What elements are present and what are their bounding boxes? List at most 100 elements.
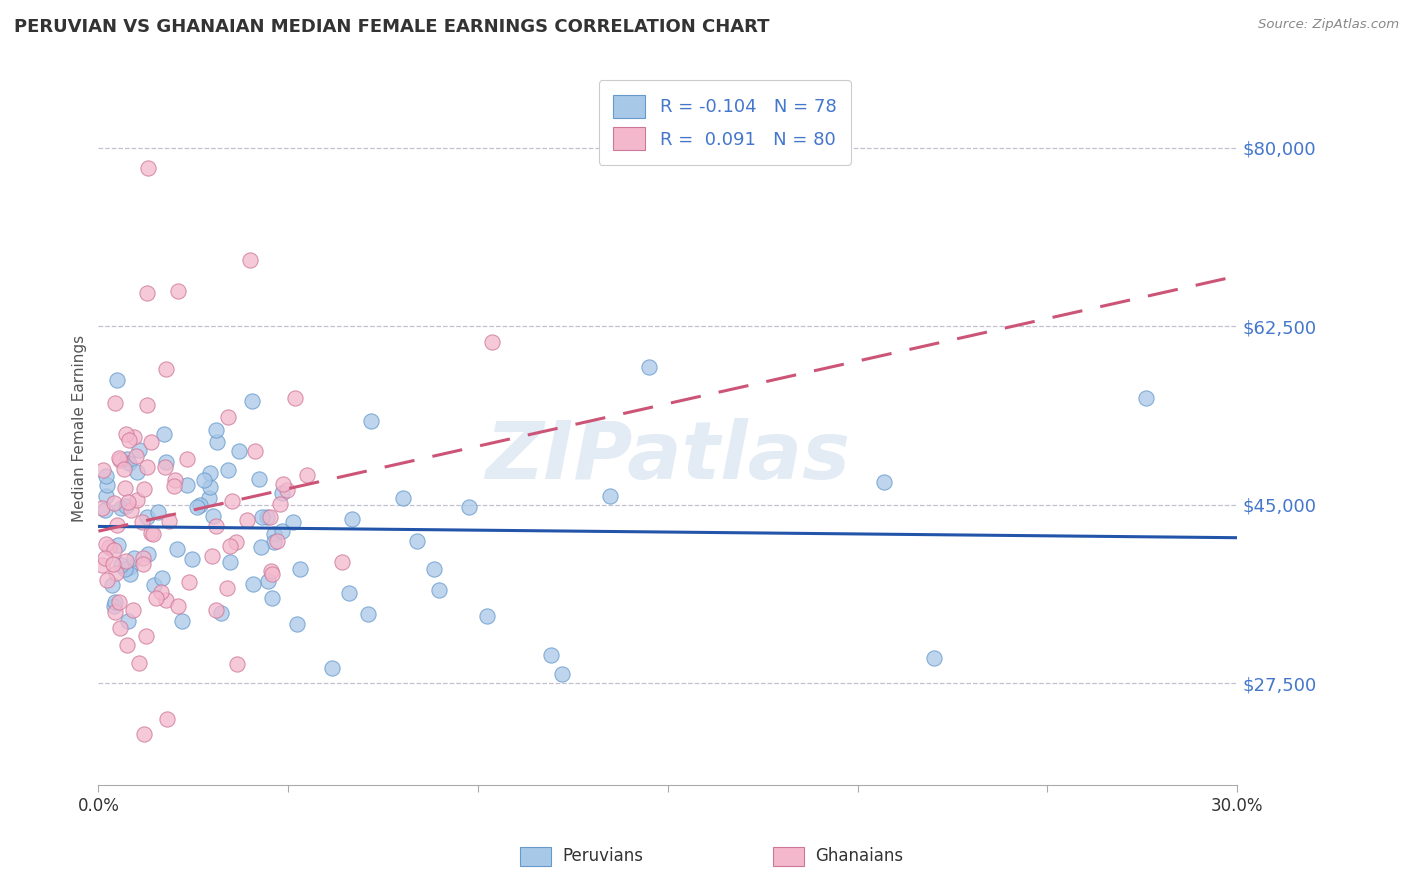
Point	[284, 391, 307, 405]
Point	[257, 574, 280, 589]
Point	[96, 469, 118, 483]
Point	[143, 578, 166, 592]
Point	[163, 473, 186, 487]
Point	[1135, 391, 1157, 405]
Point	[118, 567, 141, 582]
Point	[551, 666, 574, 681]
Point	[150, 570, 173, 584]
Point	[458, 500, 481, 515]
Point	[406, 534, 429, 549]
Point	[105, 566, 128, 580]
Point	[337, 586, 360, 600]
Point	[176, 452, 198, 467]
Point	[103, 543, 125, 558]
Point	[236, 513, 259, 527]
Point	[204, 423, 226, 437]
Point	[131, 551, 153, 566]
Point	[93, 463, 115, 477]
Point	[145, 591, 167, 606]
Point	[259, 510, 281, 524]
Point	[872, 475, 894, 489]
Point	[228, 443, 250, 458]
Point	[218, 555, 240, 569]
Point	[226, 657, 249, 671]
Point	[249, 540, 271, 554]
Point	[155, 460, 177, 475]
Point	[260, 564, 283, 578]
Point	[288, 562, 311, 576]
Point	[281, 516, 304, 530]
Point	[155, 362, 177, 376]
Point	[166, 542, 188, 557]
Point	[131, 558, 153, 572]
Point	[103, 496, 125, 510]
Point	[155, 593, 177, 607]
Point	[94, 490, 117, 504]
Point	[122, 430, 145, 444]
Point	[114, 500, 136, 514]
Point	[179, 574, 201, 589]
Point	[250, 510, 273, 524]
Point	[391, 491, 413, 505]
Point	[115, 553, 138, 567]
Point	[112, 461, 135, 475]
Point	[91, 558, 114, 573]
Point	[176, 478, 198, 492]
Point	[132, 727, 155, 741]
Point	[120, 560, 142, 574]
Point	[200, 466, 222, 480]
Point	[217, 410, 239, 425]
Point	[96, 477, 118, 491]
Point	[110, 500, 132, 515]
Point	[94, 551, 117, 566]
Point	[638, 359, 661, 374]
Point	[153, 426, 176, 441]
Point	[97, 540, 120, 554]
Point	[321, 660, 343, 674]
Point	[204, 603, 226, 617]
Point	[475, 609, 498, 624]
Point	[247, 471, 270, 485]
Point	[295, 467, 318, 482]
Point	[198, 491, 221, 505]
Point	[263, 527, 285, 541]
Point	[481, 334, 503, 349]
Point	[114, 427, 136, 442]
Point	[423, 562, 446, 576]
Point	[107, 538, 129, 552]
Point	[132, 482, 155, 496]
Point	[193, 473, 215, 487]
Point	[127, 492, 149, 507]
Point	[94, 537, 117, 551]
Point	[186, 500, 208, 514]
Point	[163, 479, 186, 493]
Point	[167, 599, 190, 613]
Point	[198, 480, 221, 494]
Point	[540, 648, 562, 662]
Point	[276, 483, 298, 497]
Legend: R = -0.104   N = 78, R =  0.091   N = 80: R = -0.104 N = 78, R = 0.091 N = 80	[599, 80, 851, 165]
Point	[209, 607, 232, 621]
Point	[103, 599, 125, 613]
Point	[172, 615, 194, 629]
Point	[146, 505, 169, 519]
Point	[108, 451, 131, 466]
Point	[285, 616, 308, 631]
Point	[128, 442, 150, 457]
Point	[107, 373, 129, 387]
Point	[271, 524, 294, 538]
Point	[256, 510, 278, 524]
Point	[128, 656, 150, 670]
Point	[118, 456, 141, 470]
Point	[260, 566, 283, 581]
Point	[150, 584, 173, 599]
Text: Source: ZipAtlas.com: Source: ZipAtlas.com	[1258, 18, 1399, 31]
Point	[122, 602, 145, 616]
Point	[110, 453, 132, 467]
Point	[110, 622, 132, 636]
Point	[108, 595, 131, 609]
Point	[94, 503, 117, 517]
Text: Peruvians: Peruvians	[562, 847, 644, 865]
Point	[217, 462, 239, 476]
Point	[142, 527, 165, 541]
